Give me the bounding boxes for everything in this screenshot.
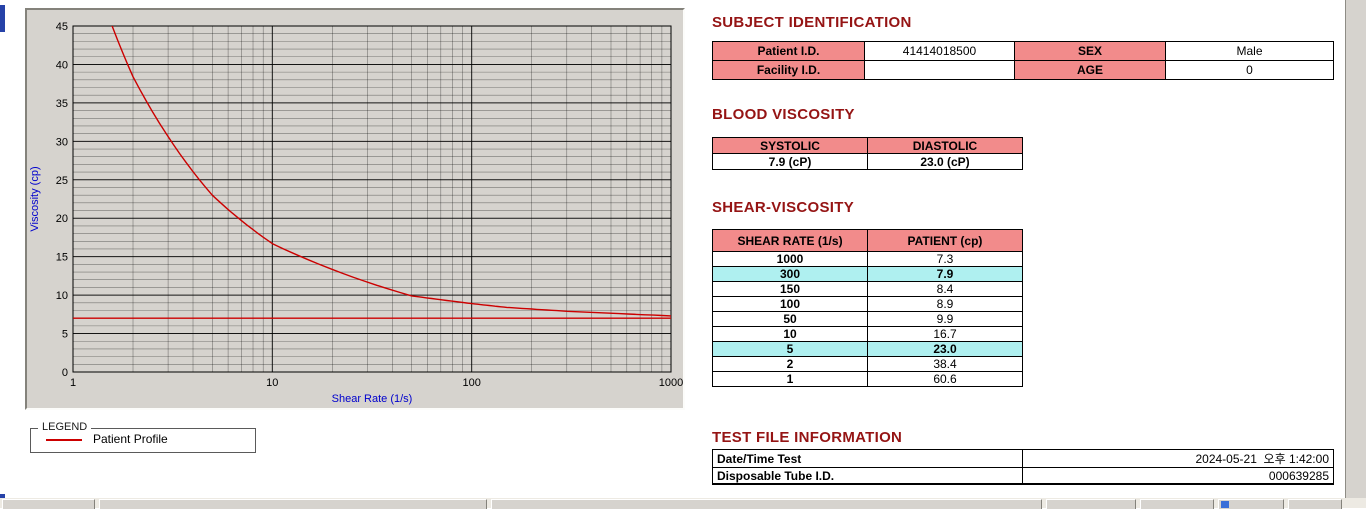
age-value-cell: 0 xyxy=(1165,60,1334,80)
svg-text:0: 0 xyxy=(62,367,68,379)
facility-id-label-cell: Facility I.D. xyxy=(712,60,865,80)
table-row: 1000 7.3 xyxy=(712,251,1023,267)
table-row: Disposable Tube I.D. 000639285 xyxy=(712,467,1334,485)
subject-identification-header: SUBJECT IDENTIFICATION xyxy=(712,14,912,31)
svg-text:Viscosity (cp): Viscosity (cp) xyxy=(29,166,41,231)
viscosity-chart: 0 5 10 15 20 25 30 35 40 45 1 10 100 1000 Shear Rate (… xyxy=(29,21,683,405)
taskbar-icon xyxy=(1221,501,1229,508)
systolic-header-cell: SYSTOLIC xyxy=(712,137,868,154)
taskbar-segment[interactable] xyxy=(2,499,95,509)
taskbar-segment[interactable] xyxy=(1288,499,1342,509)
shear-rate-cell: 1 xyxy=(712,371,868,387)
table-row: 50 9.9 xyxy=(712,311,1023,327)
table-row: 2 38.4 xyxy=(712,356,1023,372)
svg-text:40: 40 xyxy=(56,59,68,71)
shear-rate-cell: 2 xyxy=(712,356,868,372)
shear-rate-cell: 50 xyxy=(712,311,868,327)
table-row: 7.9 (cP) 23.0 (cP) xyxy=(712,153,1023,170)
blood-viscosity-header: BLOOD VISCOSITY xyxy=(712,106,855,123)
systolic-value-cell: 7.9 (cP) xyxy=(712,153,868,170)
table-row: 100 8.9 xyxy=(712,296,1023,312)
sex-value-cell: Male xyxy=(1165,41,1334,61)
diastolic-value-cell: 23.0 (cP) xyxy=(867,153,1023,170)
table-row: 10 16.7 xyxy=(712,326,1023,342)
svg-text:1: 1 xyxy=(70,377,76,389)
svg-text:45: 45 xyxy=(56,21,68,33)
patient-value-cell: 9.9 xyxy=(867,311,1023,327)
table-row: SHEAR RATE (1/s) PATIENT (cp) xyxy=(712,229,1023,252)
svg-text:30: 30 xyxy=(56,136,68,148)
patient-value-cell: 8.4 xyxy=(867,281,1023,297)
tube-id-value-cell: 000639285 xyxy=(1022,467,1334,485)
table-row: 1 60.6 xyxy=(712,371,1023,387)
window-edge-accent-top xyxy=(0,5,5,32)
svg-text:15: 15 xyxy=(56,252,68,264)
svg-text:1000: 1000 xyxy=(659,377,683,389)
tube-id-label-cell: Disposable Tube I.D. xyxy=(712,467,1023,485)
table-row-highlighted: 5 23.0 xyxy=(712,341,1023,357)
legend-line-sample xyxy=(46,439,82,441)
svg-text:20: 20 xyxy=(56,213,68,225)
shear-viscosity-table: SHEAR RATE (1/s) PATIENT (cp) 1000 7.3 3… xyxy=(712,229,1023,387)
svg-text:25: 25 xyxy=(56,175,68,187)
patient-value-cell: 8.9 xyxy=(867,296,1023,312)
legend-box: LEGEND Patient Profile xyxy=(30,421,256,453)
svg-text:35: 35 xyxy=(56,98,68,110)
taskbar-segment[interactable] xyxy=(99,499,487,509)
table-row: SYSTOLIC DIASTOLIC xyxy=(712,137,1023,154)
date-time-value-cell: 2024-05-21 오후 1:42:00 xyxy=(1022,449,1334,468)
table-row: 150 8.4 xyxy=(712,281,1023,297)
taskbar-segment[interactable] xyxy=(491,499,1042,509)
svg-text:5: 5 xyxy=(62,329,68,341)
age-label-cell: AGE xyxy=(1014,60,1166,80)
table-row-highlighted: 300 7.9 xyxy=(712,266,1023,282)
facility-id-value-cell xyxy=(864,60,1015,80)
shear-rate-cell: 5 xyxy=(712,341,868,357)
patient-value-cell: 7.3 xyxy=(867,251,1023,267)
patient-value-cell: 7.9 xyxy=(867,266,1023,282)
svg-text:Shear Rate (1/s): Shear Rate (1/s) xyxy=(332,393,413,405)
patient-value-cell: 60.6 xyxy=(867,371,1023,387)
table-row: Facility I.D. AGE 0 xyxy=(712,60,1334,80)
shear-rate-cell: 10 xyxy=(712,326,868,342)
date-time-label-cell: Date/Time Test xyxy=(712,449,1023,468)
patient-id-label-cell: Patient I.D. xyxy=(712,41,865,61)
taskbar-segment[interactable] xyxy=(1046,499,1136,509)
patient-id-value-cell: 41414018500 xyxy=(864,41,1015,61)
patient-value-cell: 23.0 xyxy=(867,341,1023,357)
shear-viscosity-header: SHEAR-VISCOSITY xyxy=(712,199,855,216)
sex-label-cell: SEX xyxy=(1014,41,1166,61)
bottom-bar xyxy=(0,498,1366,509)
shear-rate-cell: 300 xyxy=(712,266,868,282)
table-row: Date/Time Test 2024-05-21 오후 1:42:00 xyxy=(712,449,1334,468)
svg-text:100: 100 xyxy=(463,377,481,389)
test-file-information-header: TEST FILE INFORMATION xyxy=(712,429,903,446)
shear-rate-cell: 100 xyxy=(712,296,868,312)
subject-identification-table: Patient I.D. 41414018500 SEX Male Facili… xyxy=(712,41,1334,80)
shear-rate-cell: 1000 xyxy=(712,251,868,267)
legend-entry-label: Patient Profile xyxy=(93,432,168,446)
patient-value-cell: 16.7 xyxy=(867,326,1023,342)
taskbar-segment[interactable] xyxy=(1140,499,1214,509)
right-window-gutter xyxy=(1345,0,1366,508)
diastolic-header-cell: DIASTOLIC xyxy=(867,137,1023,154)
shear-rate-cell: 150 xyxy=(712,281,868,297)
svg-text:10: 10 xyxy=(266,377,278,389)
shear-rate-header-cell: SHEAR RATE (1/s) xyxy=(712,229,868,252)
viscosity-chart-panel: 0 5 10 15 20 25 30 35 40 45 1 10 100 1000 Shear Rate (… xyxy=(25,8,685,410)
svg-text:10: 10 xyxy=(56,290,68,302)
patient-value-cell: 38.4 xyxy=(867,356,1023,372)
table-row: Patient I.D. 41414018500 SEX Male xyxy=(712,41,1334,61)
legend-title: LEGEND xyxy=(38,421,92,433)
patient-header-cell: PATIENT (cp) xyxy=(867,229,1023,252)
blood-viscosity-table: SYSTOLIC DIASTOLIC 7.9 (cP) 23.0 (cP) xyxy=(712,137,1023,170)
test-file-information-table: Date/Time Test 2024-05-21 오후 1:42:00 Dis… xyxy=(712,449,1334,485)
taskbar-segment[interactable] xyxy=(1218,499,1284,509)
